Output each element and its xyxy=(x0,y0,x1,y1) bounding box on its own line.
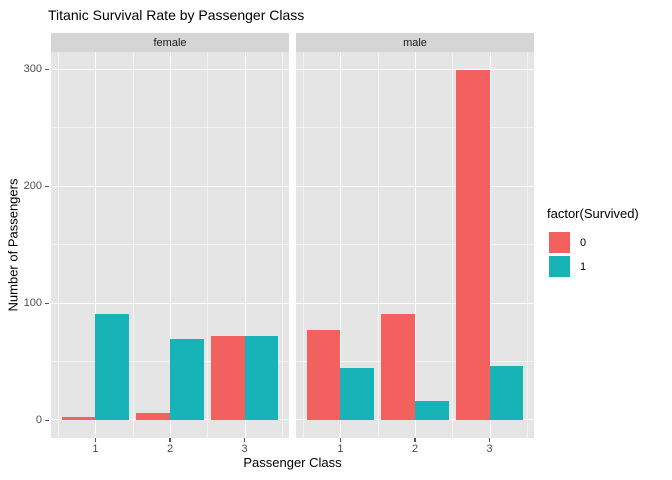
x-axis-title: Passenger Class xyxy=(243,455,342,470)
facet-strip: female xyxy=(51,33,289,52)
gridline-major-x xyxy=(244,52,246,438)
facet-panel xyxy=(296,52,534,438)
x-tick-mark xyxy=(94,438,97,442)
facet-panel xyxy=(51,52,289,438)
x-tick-label: 1 xyxy=(92,443,99,455)
bar-female-class1-survived0 xyxy=(61,416,96,421)
y-tick-label: 0 xyxy=(35,413,42,426)
gridline-major-x xyxy=(95,52,97,438)
y-tick-label: 100 xyxy=(23,296,42,309)
bar-female-class1-survived1 xyxy=(95,314,129,421)
gridline-minor-x xyxy=(132,52,134,438)
y-tick-label: 300 xyxy=(23,63,42,76)
legend-label: 1 xyxy=(580,260,587,273)
facet-male: male 1 2 3 xyxy=(296,33,534,456)
gridline-minor-x xyxy=(281,52,283,438)
bar-male-class2-survived1 xyxy=(415,400,449,421)
x-tick-label: 2 xyxy=(411,443,419,455)
gridline-minor-x xyxy=(377,52,379,438)
facet-strip-label: female xyxy=(153,36,187,49)
gridline-minor-x xyxy=(452,52,454,438)
legend-item-0: 0 xyxy=(549,232,671,253)
x-tick-mark xyxy=(414,438,416,442)
x-tick-mark xyxy=(488,438,491,442)
bar-female-class3-survived1 xyxy=(244,336,279,421)
facet-strip: male xyxy=(296,33,534,52)
gridline-minor-x xyxy=(303,52,305,438)
bar-female-class2-survived0 xyxy=(136,413,170,421)
gridline-minor-x xyxy=(58,52,60,438)
gridline-major-x xyxy=(489,52,491,438)
y-tick-mark xyxy=(45,68,49,71)
gridline-minor-x xyxy=(207,52,209,438)
legend-label: 0 xyxy=(580,236,587,249)
y-tick-label: 200 xyxy=(23,180,42,192)
chart-title: Titanic Survival Rate by Passenger Class xyxy=(48,7,305,23)
y-tick-mark xyxy=(45,185,49,188)
bar-male-class3-survived1 xyxy=(489,365,524,421)
bar-male-class2-survived0 xyxy=(381,314,415,421)
x-tick-label: 1 xyxy=(337,443,344,455)
y-axis-title: Number of Passengers xyxy=(5,178,21,312)
bar-female-class3-survived0 xyxy=(211,336,245,421)
x-tick-label: 3 xyxy=(241,443,248,455)
x-tick-label: 3 xyxy=(486,443,493,455)
gridline-major-x xyxy=(340,52,342,438)
y-tick-mark xyxy=(45,302,49,305)
x-tick-mark xyxy=(169,438,171,442)
bar-male-class3-survived0 xyxy=(456,69,490,421)
bar-female-class2-survived1 xyxy=(170,338,204,421)
x-tick-mark xyxy=(243,438,246,442)
facet-strip-label: male xyxy=(403,36,427,49)
facet-female: female 1 2 3 xyxy=(51,33,289,456)
x-tick-mark xyxy=(339,438,342,442)
bar-male-class1-survived1 xyxy=(340,367,374,421)
bar-male-class1-survived0 xyxy=(306,330,341,421)
gridline-minor-x xyxy=(526,52,528,438)
legend-swatch xyxy=(549,232,570,253)
gridline-major-x xyxy=(415,52,416,438)
gridline-major-x xyxy=(170,52,171,438)
y-tick-mark xyxy=(45,419,49,422)
legend-item-1: 1 xyxy=(549,256,671,277)
legend-swatch xyxy=(549,256,570,277)
legend-title: factor(Survived) xyxy=(547,206,639,221)
x-tick-label: 2 xyxy=(166,443,174,455)
